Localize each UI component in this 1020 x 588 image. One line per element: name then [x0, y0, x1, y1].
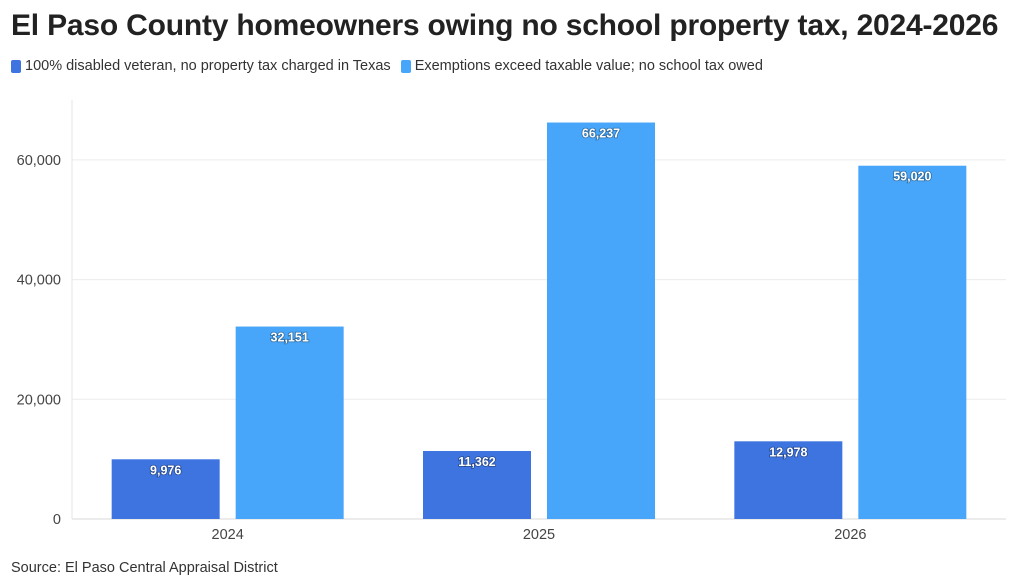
chart-title: El Paso County homeowners owing no schoo…: [11, 9, 999, 42]
y-tick-label: 0: [53, 512, 61, 528]
legend-label-exemptions: Exemptions exceed taxable value; no scho…: [414, 58, 763, 74]
legend-label-disabled-veteran: 100% disabled veteran, no property tax c…: [25, 58, 391, 74]
bar: [858, 165, 967, 519]
data-labels: 9,976 32,151 11,362 66,237 12,978 59,020: [149, 126, 932, 478]
bar: [423, 450, 531, 519]
x-tick-label: 2025: [523, 527, 555, 543]
x-tick-label: 2024: [212, 527, 244, 543]
bar: [734, 441, 843, 519]
legend-item-disabled-veteran: 100% disabled veteran, no property tax c…: [11, 58, 391, 74]
source-note: Source: El Paso Central Appraisal Distri…: [11, 560, 278, 576]
data-label: 66,237: [582, 127, 620, 141]
legend-item-exemptions: Exemptions exceed taxable value; no scho…: [400, 58, 763, 74]
bars: [111, 122, 967, 520]
legend-swatch-disabled-veteran: [11, 59, 21, 73]
chart-legend: 100% disabled veteran, no property tax c…: [11, 58, 763, 74]
x-tick-label: 2026: [834, 527, 866, 543]
data-label: 9,976: [150, 463, 181, 477]
y-tick-label: 20,000: [17, 392, 61, 408]
data-label: 32,151: [271, 331, 309, 345]
data-label: 59,020: [893, 170, 931, 184]
bar: [547, 122, 655, 520]
legend-swatch-exemptions: [400, 59, 411, 73]
y-tick-label: 60,000: [17, 153, 61, 169]
axes: 0 20,000 40,000 60,000 2024 2025 2026: [17, 100, 866, 543]
bar: [235, 326, 344, 519]
data-label: 11,362: [458, 455, 496, 469]
bar: [111, 459, 220, 519]
y-tick-label: 40,000: [17, 273, 61, 289]
data-label: 12,978: [769, 445, 807, 459]
grid-lines: [72, 159, 1006, 520]
